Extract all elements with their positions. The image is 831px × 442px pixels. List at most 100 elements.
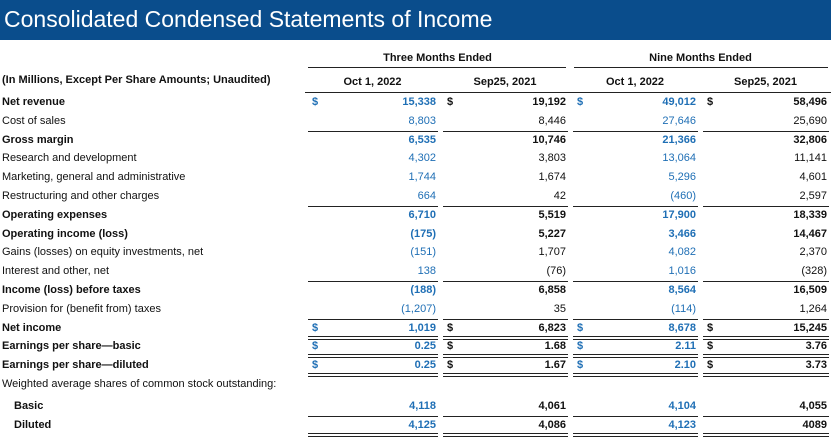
double-rule xyxy=(573,373,698,378)
cell-value: 8,678 xyxy=(668,321,696,334)
rule xyxy=(443,130,568,132)
cell-value: 13,064 xyxy=(662,152,696,165)
cell-value: (151) xyxy=(410,246,436,259)
cell-value: (175) xyxy=(410,227,436,240)
double-rule xyxy=(573,335,698,340)
column-header: Oct 1, 2022 xyxy=(605,76,665,88)
rule xyxy=(443,318,568,320)
cell-value: 4,123 xyxy=(668,419,696,431)
row-label: Cost of sales xyxy=(2,114,66,127)
rule xyxy=(443,281,568,282)
double-rule xyxy=(308,354,438,359)
rule xyxy=(573,130,698,132)
currency-sign: $ xyxy=(312,96,319,108)
cell-value: 16,509 xyxy=(793,284,827,296)
double-rule xyxy=(573,433,698,437)
title: Consolidated Condensed Statements of Inc… xyxy=(4,6,493,32)
row-label: Net revenue xyxy=(2,96,65,108)
cell-value: 1,744 xyxy=(408,171,436,184)
cell-value: 58,496 xyxy=(793,96,827,108)
rule xyxy=(443,205,568,207)
double-rule xyxy=(308,373,438,378)
cell-value: 5,519 xyxy=(538,208,566,221)
double-rule xyxy=(443,373,568,378)
double-rule xyxy=(703,335,829,340)
cell-value: 138 xyxy=(417,265,436,278)
cell-value: 1,019 xyxy=(408,321,436,334)
row-label: Diluted xyxy=(14,419,52,431)
cell-value: 17,900 xyxy=(662,208,696,221)
cell-value: 6,710 xyxy=(408,208,436,221)
column-header: (In Millions, Except Per Share Amounts; … xyxy=(2,74,271,86)
cell-value: 11,141 xyxy=(794,152,827,165)
currency-sign: $ xyxy=(707,321,714,334)
cell-value: 3,803 xyxy=(538,152,566,165)
cell-value: 8,564 xyxy=(668,284,696,296)
cell-value: (188) xyxy=(410,284,436,296)
double-rule xyxy=(703,433,829,437)
cell-value: 35 xyxy=(553,302,566,315)
double-rule xyxy=(443,335,568,340)
double-rule xyxy=(703,373,829,378)
cell-value: 4,061 xyxy=(538,400,566,412)
rule xyxy=(573,205,698,207)
cell-value: 3.76 xyxy=(805,340,827,353)
row-label: Gross margin xyxy=(2,133,74,146)
row-label: Basic xyxy=(14,400,44,412)
cell-value: (76) xyxy=(546,265,566,278)
currency-sign: $ xyxy=(577,340,584,353)
cell-value: 10,746 xyxy=(532,133,566,146)
currency-sign: $ xyxy=(707,96,714,108)
cell-value: 6,535 xyxy=(408,133,436,146)
cell-value: 1,674 xyxy=(538,171,566,184)
row-label: Marketing, general and administrative xyxy=(2,171,186,184)
currency-sign: $ xyxy=(707,340,714,353)
row-label: Operating expenses xyxy=(2,208,108,221)
row-label: Weighted average shares of common stock … xyxy=(2,378,277,390)
row-label: Earnings per share—diluted xyxy=(2,359,149,372)
row-label: Net income xyxy=(2,321,62,334)
rule xyxy=(308,281,438,282)
cell-value: (1,207) xyxy=(401,302,436,315)
rule xyxy=(305,92,831,93)
cell-value: 2.10 xyxy=(674,359,696,372)
currency-sign: $ xyxy=(577,359,584,372)
currency-sign: $ xyxy=(447,96,454,108)
currency-sign: $ xyxy=(577,321,584,334)
currency-sign: $ xyxy=(577,96,584,108)
rule xyxy=(703,416,829,417)
currency-sign: $ xyxy=(447,340,454,353)
rule xyxy=(308,416,438,417)
cell-value: 4,055 xyxy=(799,400,827,412)
rule xyxy=(703,205,829,207)
row-label: Interest and other, net xyxy=(2,265,110,278)
double-rule xyxy=(308,335,438,340)
column-header: Sep25, 2021 xyxy=(473,76,537,88)
cell-value: 15,245 xyxy=(793,321,827,334)
cell-value: (114) xyxy=(671,302,696,315)
cell-value: 5,296 xyxy=(668,171,696,184)
currency-sign: $ xyxy=(312,321,319,334)
rule xyxy=(703,130,829,132)
rule xyxy=(703,318,829,320)
cell-value: (328) xyxy=(801,265,827,278)
rule xyxy=(574,67,828,68)
rule xyxy=(308,130,438,132)
cell-value: 5,227 xyxy=(538,227,566,240)
column-header: Oct 1, 2022 xyxy=(343,76,402,88)
cell-value: 8,446 xyxy=(538,114,566,127)
currency-sign: $ xyxy=(312,359,319,372)
currency-sign: $ xyxy=(447,359,454,372)
cell-value: 4,082 xyxy=(668,246,696,259)
cell-value: 8,803 xyxy=(408,114,436,127)
cell-value: 4,118 xyxy=(409,400,436,412)
double-rule xyxy=(443,354,568,359)
cell-value: 3.73 xyxy=(805,359,827,372)
row-label: Gains (losses) on equity investments, ne… xyxy=(2,246,204,259)
cell-value: 14,467 xyxy=(793,227,827,240)
cell-value: 1,016 xyxy=(668,265,696,278)
cell-value: 6,823 xyxy=(538,321,566,334)
row-label: Restructuring and other charges xyxy=(2,190,160,202)
row-label: Operating income (loss) xyxy=(2,227,128,240)
